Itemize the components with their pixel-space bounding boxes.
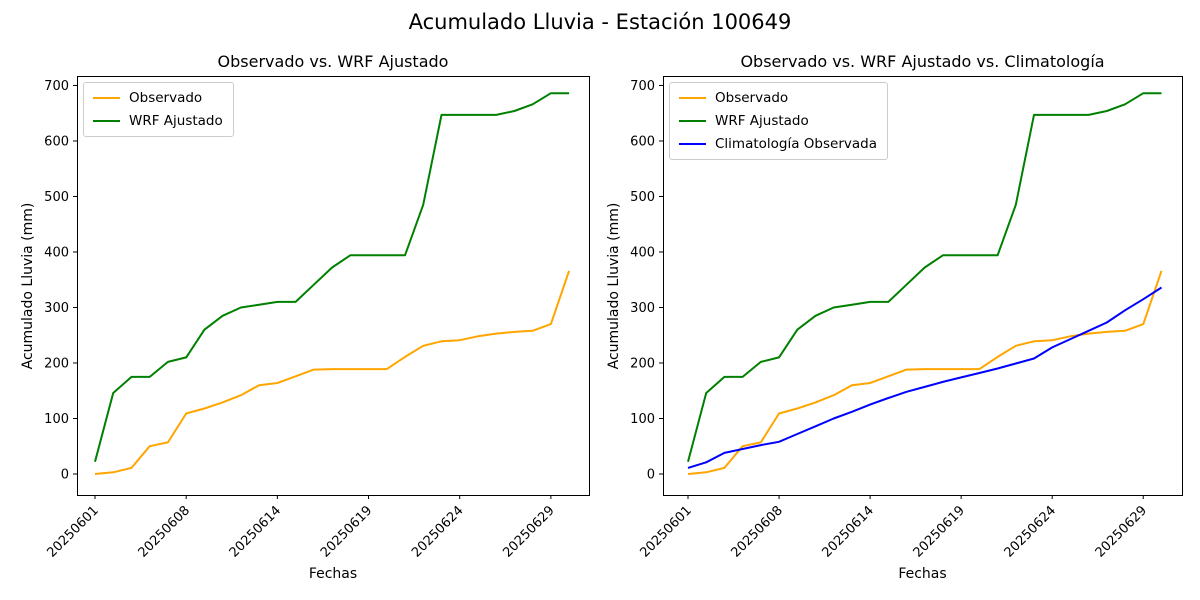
y-axis-label-right: Acumulado Lluvia (mm): [606, 202, 622, 370]
axes-frame: [663, 76, 1183, 496]
x-tick-label: 20250614: [820, 503, 877, 560]
legend-line-swatch: [679, 97, 706, 99]
legend-label: Observado: [715, 90, 789, 106]
y-tick-label: 200: [44, 356, 69, 371]
y-tick-label: 500: [44, 190, 69, 205]
y-tick-label: 700: [630, 79, 655, 94]
subplot-title-observado-wrf-climatologia: Observado vs. WRF Ajustado vs. Climatolo…: [740, 52, 1105, 71]
legend-line-swatch: [679, 120, 706, 122]
y-tick-label: 700: [44, 79, 69, 94]
series-line-climatologia-observada: [687, 286, 1163, 469]
y-tick-label: 100: [44, 412, 69, 427]
x-tick-label: 20250629: [1093, 503, 1150, 560]
x-tick-label: 20250608: [728, 503, 785, 560]
legend-line-swatch: [93, 97, 120, 99]
x-tick-label: 20250624: [409, 503, 466, 560]
x-tick-label: 20250608: [136, 503, 193, 560]
y-tick-label: 300: [44, 301, 69, 316]
subplot-title-observado-wrf: Observado vs. WRF Ajustado: [217, 52, 449, 71]
legend-item-wrf-ajustado: WRF Ajustado: [679, 113, 877, 129]
y-tick-label: 300: [630, 301, 655, 316]
x-tick-label: 20250601: [44, 503, 101, 560]
x-axis-label-left: Fechas: [308, 566, 358, 582]
series-line-observado: [94, 270, 571, 475]
x-tick-label: 20250614: [227, 503, 284, 560]
series-line-wrf-ajustado: [94, 92, 570, 463]
x-tick-label: 20250619: [911, 503, 968, 560]
legend-item-wrf-ajustado: WRF Ajustado: [93, 113, 223, 129]
legend-line-swatch: [679, 143, 706, 145]
series-line-wrf-ajustado: [687, 92, 1162, 463]
x-tick-label: 20250601: [637, 503, 694, 560]
axes-frame: [77, 76, 590, 496]
y-axis-label-left: Acumulado Lluvia (mm): [20, 202, 36, 370]
y-tick-label: 200: [630, 356, 655, 371]
y-tick-label: 500: [630, 190, 655, 205]
legend: Observado WRF Ajustado Climatología Observ…: [669, 82, 888, 160]
y-tick-label: 400: [630, 245, 655, 260]
legend-label: WRF Ajustado: [129, 113, 223, 129]
y-tick-label: 400: [44, 245, 69, 260]
legend-line-swatch: [93, 120, 120, 122]
y-tick-label: 600: [44, 134, 69, 149]
x-axis-label-right: Fechas: [898, 566, 947, 582]
y-tick-label: 600: [630, 134, 655, 149]
legend-label: WRF Ajustado: [715, 113, 809, 129]
y-tick-label: 100: [630, 412, 655, 427]
x-tick-label: 20250629: [500, 503, 557, 560]
y-tick-label: 0: [61, 468, 69, 483]
legend: Observado WRF Ajustado: [83, 82, 234, 137]
legend-item-observado: Observado: [679, 90, 877, 106]
legend-item-climatologia-observada: Climatología Observada: [679, 136, 877, 152]
y-tick-label: 0: [647, 468, 655, 483]
x-tick-label: 20250624: [1002, 503, 1059, 560]
legend-label: Observado: [129, 90, 203, 106]
legend-item-observado: Observado: [93, 90, 223, 106]
x-tick-label: 20250619: [318, 503, 375, 560]
legend-label: Climatología Observada: [715, 136, 877, 152]
figure-title: Acumulado Lluvia - Estación 100649: [408, 10, 792, 34]
series-line-observado: [687, 270, 1163, 475]
